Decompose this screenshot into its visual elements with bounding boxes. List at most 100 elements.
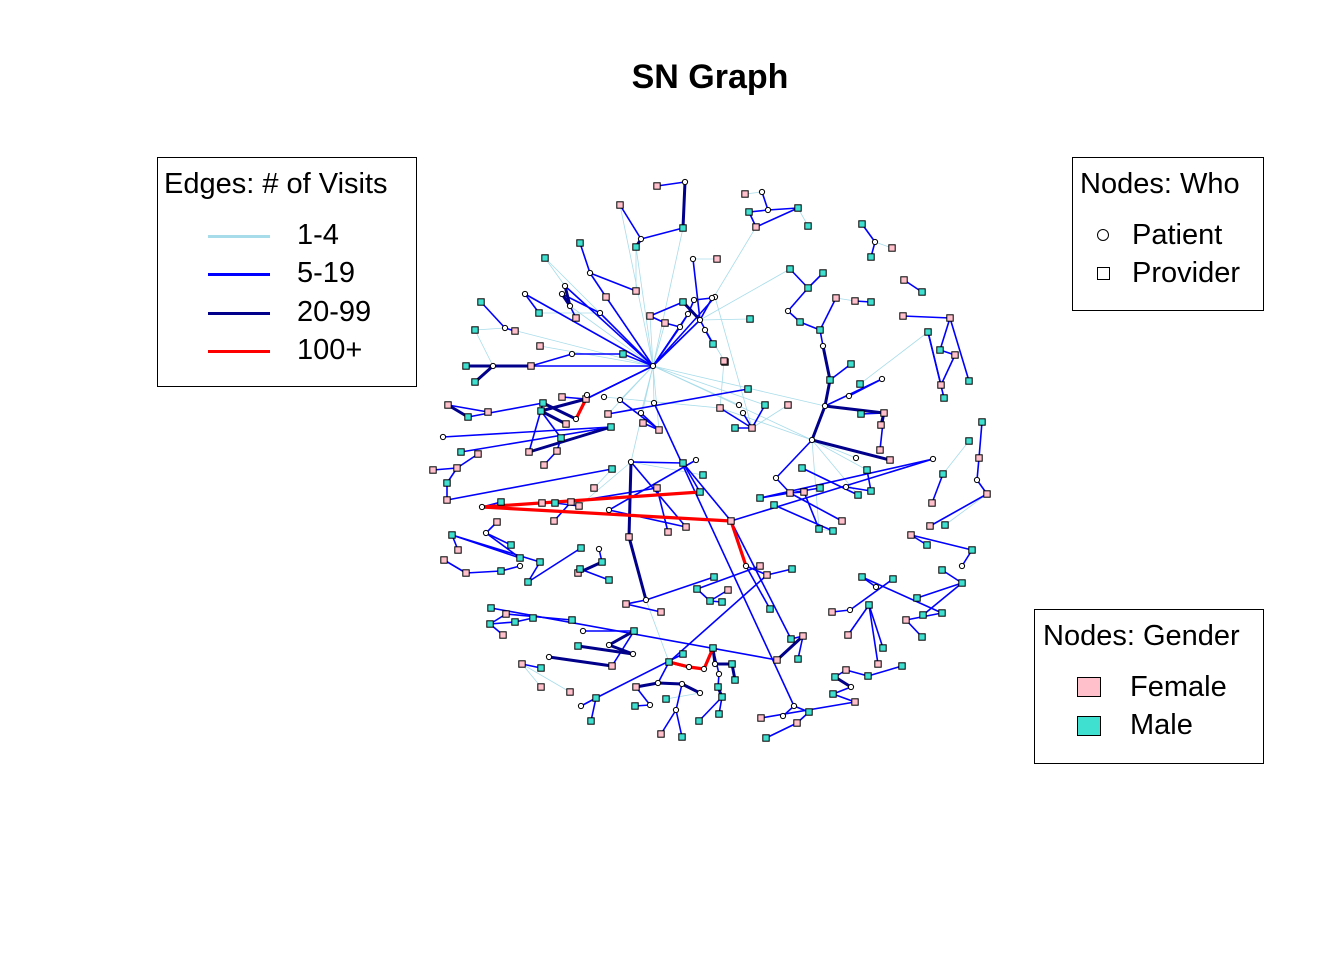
edge-12 bbox=[564, 285, 654, 367]
edge-169 bbox=[607, 388, 749, 415]
provider-node-214 bbox=[462, 569, 470, 577]
patient-node-11 bbox=[821, 402, 829, 410]
edge-142 bbox=[922, 582, 963, 616]
edge-251 bbox=[775, 634, 805, 662]
provider-node-217 bbox=[536, 558, 544, 566]
patient-node-3 bbox=[696, 316, 704, 324]
patient-node-146 bbox=[847, 683, 855, 691]
edge-152 bbox=[867, 665, 903, 677]
provider-node-48 bbox=[794, 204, 802, 212]
patient-node-90 bbox=[878, 375, 886, 383]
patient-node-1 bbox=[627, 458, 635, 466]
edge-86 bbox=[819, 297, 837, 331]
edge-168 bbox=[607, 365, 654, 415]
edge-90 bbox=[821, 344, 832, 382]
edge-51 bbox=[530, 353, 573, 367]
provider-node-40 bbox=[619, 350, 627, 358]
provider-node-6 bbox=[727, 517, 735, 525]
provider-node-87 bbox=[965, 377, 973, 385]
patient-node-59 bbox=[701, 326, 709, 334]
edge-13 bbox=[524, 293, 654, 367]
edge-108 bbox=[810, 404, 827, 442]
legend-edge-label-4: 100+ bbox=[297, 334, 363, 366]
edge-47 bbox=[474, 329, 494, 367]
provider-node-221 bbox=[598, 558, 606, 566]
edge-79 bbox=[699, 297, 713, 321]
edge-178 bbox=[714, 296, 753, 429]
provider-node-20 bbox=[576, 239, 584, 247]
provider-node-137 bbox=[828, 608, 836, 616]
provider-node-153 bbox=[793, 719, 801, 727]
provider-node-78 bbox=[847, 360, 855, 368]
graph-title: SN Graph bbox=[631, 58, 789, 96]
provider-node-142 bbox=[898, 662, 906, 670]
provider-node-72 bbox=[816, 326, 824, 334]
patient-node-16 bbox=[637, 235, 645, 243]
provider-node-86 bbox=[924, 328, 932, 336]
edge-262 bbox=[611, 630, 635, 667]
patient-node-70 bbox=[784, 307, 792, 315]
edge-210 bbox=[608, 459, 697, 511]
patient-node-66 bbox=[708, 294, 716, 302]
patient-node-91 bbox=[845, 392, 853, 400]
edge-224 bbox=[451, 534, 541, 563]
patient-node-169 bbox=[600, 393, 608, 401]
provider-node-267 bbox=[731, 676, 739, 684]
provider-node-110 bbox=[770, 501, 778, 509]
patient-node-35 bbox=[489, 362, 497, 370]
legend-edge-label-3: 20-99 bbox=[297, 296, 372, 328]
patient-node-39 bbox=[568, 350, 576, 358]
provider-node-162 bbox=[716, 404, 724, 412]
provider-node-218 bbox=[524, 578, 532, 586]
provider-node-80 bbox=[918, 288, 926, 296]
provider-node-29 bbox=[535, 309, 543, 317]
provider-node-121 bbox=[941, 521, 949, 529]
edge-187 bbox=[447, 404, 489, 413]
edge-268 bbox=[590, 697, 597, 722]
patient-node-157 bbox=[637, 409, 645, 417]
patient-node-265 bbox=[711, 660, 719, 668]
edge-181 bbox=[539, 397, 588, 413]
provider-node-53 bbox=[867, 253, 875, 261]
provider-node-89 bbox=[856, 380, 864, 388]
patient-node-21 bbox=[586, 269, 594, 277]
patient-node-63 bbox=[676, 323, 684, 331]
legend-who: Nodes: Who Patient Provider bbox=[1072, 157, 1264, 311]
patient-node-2 bbox=[808, 436, 816, 444]
edge-176 bbox=[719, 360, 725, 409]
patient-node-253 bbox=[545, 653, 553, 661]
edge-26 bbox=[652, 322, 666, 367]
provider-node-210 bbox=[516, 554, 524, 562]
edge-182 bbox=[539, 409, 568, 426]
provider-node-252 bbox=[608, 662, 616, 670]
provider-node-122 bbox=[907, 531, 915, 539]
provider-node-163 bbox=[731, 424, 739, 432]
edge-197 bbox=[432, 467, 458, 471]
edge-123 bbox=[773, 504, 834, 532]
patient-node-269 bbox=[654, 679, 662, 687]
edge-32 bbox=[681, 180, 687, 230]
provider-node-31 bbox=[511, 327, 519, 335]
legend-gender-label-female: Female bbox=[1130, 671, 1227, 703]
provider-node-93 bbox=[877, 421, 885, 429]
patient-node-97 bbox=[852, 454, 860, 462]
provider-node-140 bbox=[879, 644, 887, 652]
provider-node-182 bbox=[525, 448, 533, 456]
provider-node-83 bbox=[936, 346, 944, 354]
edge-265 bbox=[521, 663, 542, 688]
provider-node-187 bbox=[453, 464, 461, 472]
provider-node-88 bbox=[940, 394, 948, 402]
provider-node-273 bbox=[632, 683, 640, 691]
provider-node-73 bbox=[832, 294, 840, 302]
edge-36 bbox=[589, 272, 607, 298]
provider-node-69 bbox=[819, 269, 827, 277]
provider-node-108 bbox=[815, 525, 823, 533]
edge-22 bbox=[640, 365, 654, 414]
edge-17 bbox=[652, 365, 826, 407]
provider-node-36 bbox=[462, 362, 470, 370]
provider-node-272 bbox=[662, 695, 670, 703]
provider-node-168 bbox=[720, 357, 728, 365]
provider-node-50 bbox=[858, 220, 866, 228]
provider-node-77 bbox=[826, 376, 834, 384]
provider-node-123 bbox=[923, 541, 931, 549]
